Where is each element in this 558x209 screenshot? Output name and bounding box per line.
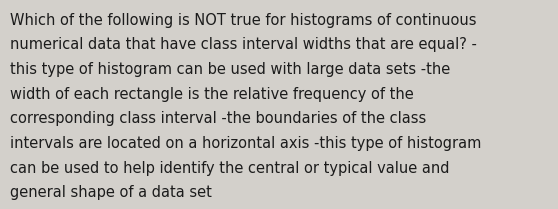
Text: Which of the following is NOT true for histograms of continuous: Which of the following is NOT true for h… [10,13,477,28]
Text: width of each rectangle is the relative frequency of the: width of each rectangle is the relative … [10,87,414,102]
Text: can be used to help identify the central or typical value and: can be used to help identify the central… [10,161,450,176]
Text: corresponding class interval -the boundaries of the class: corresponding class interval -the bounda… [10,111,426,126]
Text: intervals are located on a horizontal axis -this type of histogram: intervals are located on a horizontal ax… [10,136,482,151]
Text: general shape of a data set: general shape of a data set [10,185,212,200]
Text: numerical data that have class interval widths that are equal? -: numerical data that have class interval … [10,37,477,52]
Text: this type of histogram can be used with large data sets -the: this type of histogram can be used with … [10,62,450,77]
